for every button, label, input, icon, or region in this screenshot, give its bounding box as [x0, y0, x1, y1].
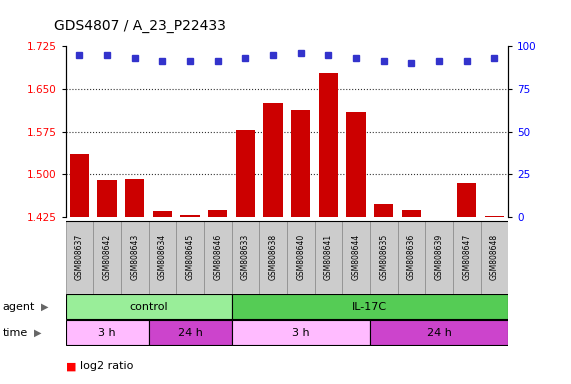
Text: GSM808645: GSM808645: [186, 234, 195, 280]
Text: GSM808642: GSM808642: [103, 234, 112, 280]
Text: GSM808644: GSM808644: [352, 234, 360, 280]
Text: time: time: [3, 328, 28, 338]
Bar: [315, 221, 342, 294]
Text: IL-17C: IL-17C: [352, 302, 388, 312]
Text: GSM808636: GSM808636: [407, 234, 416, 280]
Bar: [319, 73, 338, 217]
Bar: [93, 221, 121, 294]
Text: 3 h: 3 h: [98, 328, 116, 338]
Bar: [374, 204, 393, 217]
Bar: [153, 211, 172, 217]
Text: GSM808634: GSM808634: [158, 234, 167, 280]
Bar: [287, 221, 315, 294]
Bar: [232, 221, 259, 294]
Bar: [236, 130, 255, 217]
Bar: [259, 221, 287, 294]
Bar: [453, 221, 481, 294]
Bar: [70, 154, 89, 217]
Bar: [148, 320, 232, 346]
Bar: [180, 215, 200, 217]
Bar: [66, 294, 232, 319]
Text: GSM808633: GSM808633: [241, 234, 250, 280]
Text: log2 ratio: log2 ratio: [80, 361, 133, 371]
Bar: [397, 221, 425, 294]
Text: GSM808635: GSM808635: [379, 234, 388, 280]
Text: 24 h: 24 h: [178, 328, 203, 338]
Text: GDS4807 / A_23_P22433: GDS4807 / A_23_P22433: [54, 19, 226, 33]
Text: GSM808641: GSM808641: [324, 234, 333, 280]
Bar: [263, 103, 283, 217]
Text: GSM808647: GSM808647: [462, 234, 471, 280]
Bar: [342, 221, 370, 294]
Bar: [98, 180, 117, 217]
Bar: [125, 179, 144, 217]
Bar: [66, 221, 93, 294]
Text: GSM808646: GSM808646: [214, 234, 222, 280]
Text: ▶: ▶: [41, 302, 49, 312]
Bar: [485, 216, 504, 217]
Bar: [148, 221, 176, 294]
Bar: [208, 210, 227, 217]
Text: GSM808648: GSM808648: [490, 234, 499, 280]
Text: GSM808640: GSM808640: [296, 234, 305, 280]
Text: 3 h: 3 h: [292, 328, 309, 338]
Bar: [232, 294, 508, 319]
Text: control: control: [129, 302, 168, 312]
Bar: [370, 320, 508, 346]
Text: 24 h: 24 h: [427, 328, 452, 338]
Text: ▶: ▶: [34, 328, 42, 338]
Bar: [457, 183, 476, 217]
Bar: [204, 221, 232, 294]
Bar: [370, 221, 397, 294]
Bar: [425, 221, 453, 294]
Bar: [66, 320, 148, 346]
Bar: [347, 112, 366, 217]
Bar: [121, 221, 148, 294]
Bar: [232, 320, 370, 346]
Text: GSM808639: GSM808639: [435, 234, 444, 280]
Bar: [291, 111, 311, 217]
Bar: [429, 217, 449, 220]
Text: GSM808638: GSM808638: [268, 234, 278, 280]
Bar: [402, 210, 421, 217]
Bar: [176, 221, 204, 294]
Text: GSM808637: GSM808637: [75, 234, 84, 280]
Text: ■: ■: [66, 361, 76, 371]
Text: GSM808643: GSM808643: [130, 234, 139, 280]
Text: agent: agent: [3, 302, 35, 312]
Bar: [481, 221, 508, 294]
